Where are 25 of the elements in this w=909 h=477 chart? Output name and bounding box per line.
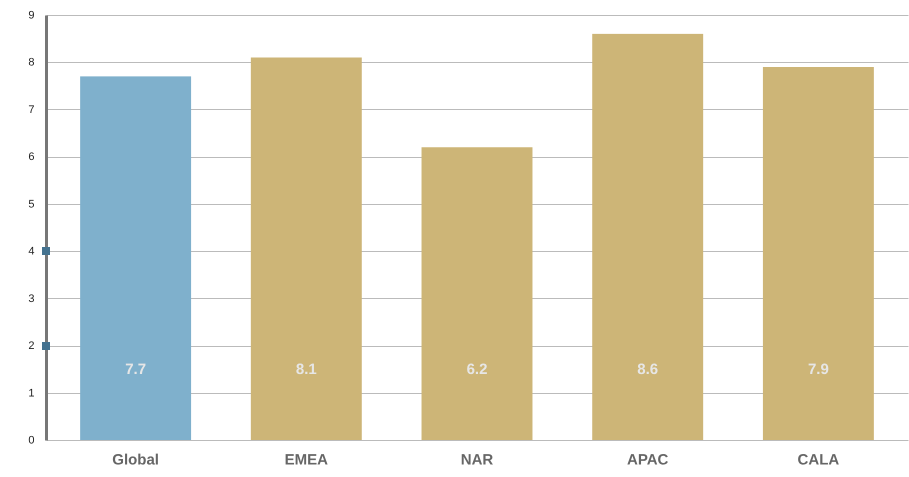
data-label: 7.9 [808,361,829,378]
data-label: 8.1 [296,361,317,378]
y-tick-label: 0 [28,434,34,446]
x-tick-label: Global [112,452,159,468]
y-tick-label: 6 [28,151,34,164]
y-tick-label: 3 [28,292,34,305]
y-tick-label: 1 [28,387,34,400]
bar [762,66,874,440]
data-label: 7.7 [125,361,146,378]
data-label: 8.6 [637,361,658,378]
bar [592,34,704,440]
y-tick-label: 4 [28,246,34,258]
bar [80,76,192,440]
y-tick-label: 2 [28,340,34,352]
y-tick-label: 5 [28,198,34,210]
x-tick-label: EMEA [284,452,328,468]
x-tick-label: CALA [798,452,840,468]
y-tick-label: 7 [28,104,34,116]
bar [422,147,532,440]
y-tick-label: 9 [28,10,34,22]
x-tick-label: NAR [460,452,494,468]
x-tick-label: APAC [627,452,669,468]
bar [250,58,362,440]
data-label: 6.2 [466,361,488,378]
y-tick-label: 8 [28,56,34,69]
